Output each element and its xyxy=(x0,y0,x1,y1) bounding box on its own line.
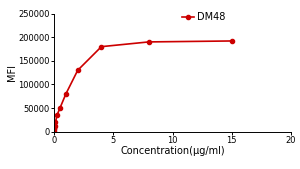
Legend: DM48: DM48 xyxy=(182,13,225,22)
DM48 xyxy=(147,41,151,43)
DM48 xyxy=(52,128,56,130)
DM48 xyxy=(100,46,103,48)
DM48 xyxy=(76,69,80,71)
DM48 xyxy=(55,114,59,116)
DM48 xyxy=(52,130,56,132)
Line: DM48: DM48 xyxy=(52,39,234,133)
DM48 xyxy=(54,121,57,123)
DM48 xyxy=(64,93,68,95)
Y-axis label: MFI: MFI xyxy=(7,64,17,81)
DM48 xyxy=(53,125,56,127)
DM48 xyxy=(230,40,234,42)
X-axis label: Concentration(μg/ml): Concentration(μg/ml) xyxy=(120,146,225,156)
DM48 xyxy=(52,127,56,129)
DM48 xyxy=(58,107,62,109)
